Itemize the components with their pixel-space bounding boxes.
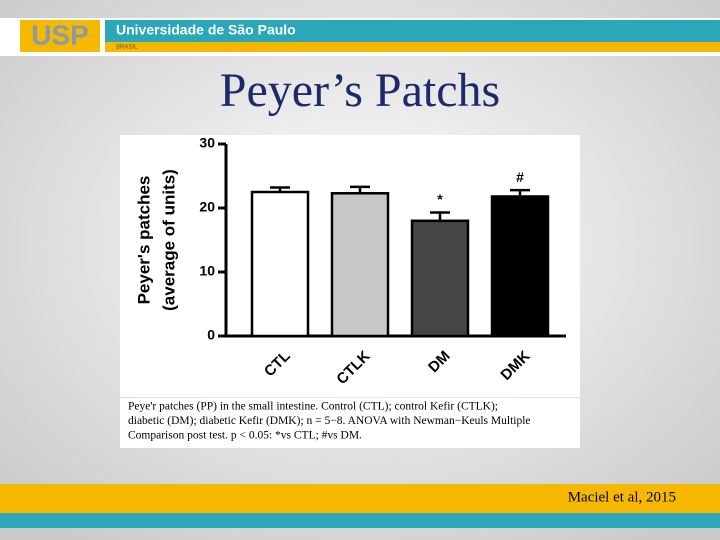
y-tick-label: 30 [199,135,215,151]
institution: Universidade de São Paulo [116,22,296,38]
y-axis-label: Peyer's patches [134,176,153,305]
y-axis-label: (average of units) [159,169,178,311]
caption-line: Peye'r patches (PP) in the small intesti… [128,401,498,413]
bar [330,192,390,338]
y-tick-label: 0 [207,327,215,343]
citation: Maciel et al, 2015 [568,489,676,505]
bar [410,219,470,338]
bar [490,195,550,338]
y-tick-label: 20 [199,199,215,215]
logo: USP [31,19,89,50]
bar [250,190,310,338]
caption-panel [120,398,580,448]
country: BRASIL [116,45,138,51]
annotation: # [516,169,524,185]
footer-teal [0,513,720,528]
logo-bg [20,20,100,52]
footer-yellow [0,484,720,513]
annotation: * [437,191,443,207]
header-teal [105,20,720,42]
caption-line: diabetic (DM); diabetic Kefir (DMK); n =… [128,415,531,427]
caption-line: Comparison post test. p < 0.05: *vs CTL;… [128,430,362,442]
header-yellow [105,42,720,52]
y-tick-label: 10 [199,263,215,279]
slide-title: Peyer’s Patchs [220,64,500,117]
